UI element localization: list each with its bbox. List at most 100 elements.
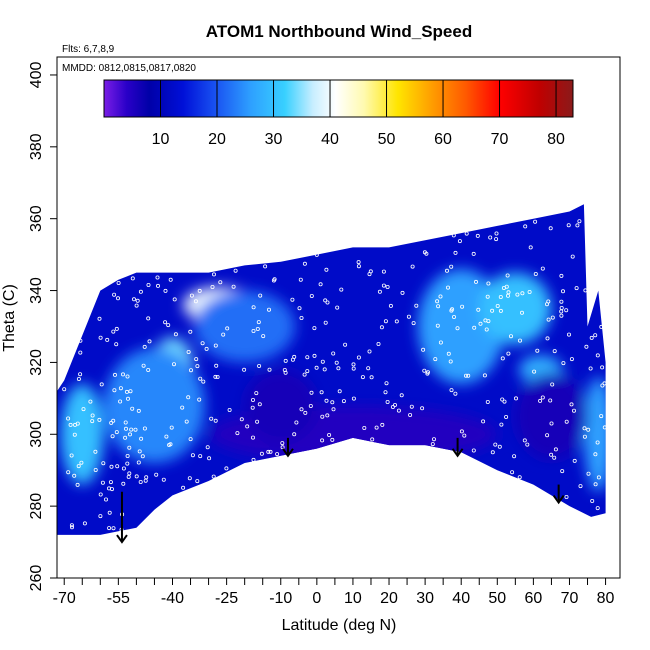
observation-point [374, 425, 379, 430]
observation-point [325, 300, 330, 305]
observation-point [420, 406, 425, 411]
observation-point [187, 476, 192, 481]
observation-point [146, 367, 151, 372]
observation-point [113, 372, 118, 377]
x-tick-label: 30 [416, 590, 434, 607]
observation-point [218, 280, 223, 285]
observation-point [134, 303, 139, 308]
observation-point [231, 284, 236, 289]
observation-point [356, 355, 361, 360]
observation-point [114, 430, 119, 435]
observation-point [298, 277, 303, 282]
field-feature [479, 272, 552, 345]
observation-point [560, 469, 565, 474]
observation-point [126, 396, 131, 401]
observation-point [323, 320, 328, 325]
observation-point [518, 338, 523, 343]
observation-point [190, 453, 195, 458]
y-tick-label: 400 [28, 62, 45, 89]
observation-point [275, 452, 280, 457]
observation-point [527, 289, 532, 294]
observation-point [473, 279, 478, 284]
observation-point [109, 464, 114, 469]
observation-point [586, 471, 591, 476]
observation-point [510, 470, 515, 475]
observation-point [280, 441, 285, 446]
observation-point [602, 425, 607, 430]
observation-point [201, 379, 206, 384]
field-feature [515, 373, 588, 460]
observation-point [485, 399, 490, 404]
observation-point [482, 373, 487, 378]
observation-point [508, 334, 513, 339]
observation-point [583, 288, 588, 293]
colorbar-tick-label: 70 [491, 131, 509, 148]
observation-point [574, 286, 579, 291]
observation-point [100, 480, 105, 485]
x-tick-label: -25 [215, 590, 238, 607]
colorbar-tick-label: 80 [547, 131, 565, 148]
observation-point [267, 367, 272, 372]
observation-point [323, 298, 328, 303]
observation-point [525, 442, 530, 447]
observation-point [204, 346, 209, 351]
observation-point [173, 332, 178, 337]
observation-point [114, 326, 119, 331]
x-tick-label: 0 [312, 590, 321, 607]
observation-point [186, 349, 191, 354]
observation-point [383, 390, 388, 395]
observation-point [105, 337, 110, 342]
observation-point [337, 389, 342, 394]
observation-point [546, 317, 551, 322]
observation-point [478, 321, 483, 326]
observation-point [68, 422, 73, 427]
observation-point [566, 223, 571, 228]
observation-point [564, 308, 569, 313]
observation-point [522, 438, 527, 443]
observation-point [356, 264, 361, 269]
observation-point [93, 449, 98, 454]
observation-point [460, 304, 465, 309]
observation-point [127, 445, 132, 450]
observation-point [471, 448, 476, 453]
observation-point [459, 429, 464, 434]
observation-point [137, 449, 142, 454]
observation-point [318, 282, 323, 287]
observation-point [559, 273, 564, 278]
observation-point [589, 335, 594, 340]
field-feature [60, 383, 104, 485]
observation-point [66, 470, 71, 475]
observation-point [421, 347, 426, 352]
observation-point [233, 268, 238, 273]
observation-point [379, 325, 384, 330]
observation-point [290, 357, 295, 362]
x-tick-label: 50 [488, 590, 506, 607]
observation-point [385, 399, 390, 404]
observation-point [392, 402, 397, 407]
observation-point [472, 325, 477, 330]
observation-point [134, 474, 139, 479]
observation-point [331, 407, 336, 412]
observation-point [302, 372, 307, 377]
observation-point [188, 368, 193, 373]
observation-point [136, 460, 141, 465]
observation-point [147, 339, 152, 344]
observation-point [118, 399, 123, 404]
observation-point [78, 338, 83, 343]
observation-point [116, 280, 121, 285]
observation-point [73, 422, 78, 427]
observation-point [81, 407, 86, 412]
observation-point [261, 334, 266, 339]
observation-point [107, 510, 112, 515]
observation-point [118, 386, 123, 391]
observation-point [385, 284, 390, 289]
observation-point [381, 269, 386, 274]
y-tick-label: 340 [28, 277, 45, 304]
observation-point [138, 289, 143, 294]
observation-point [500, 397, 505, 402]
observation-point [484, 327, 489, 332]
observation-point [438, 294, 443, 299]
observation-point [409, 404, 414, 409]
observation-point [490, 308, 495, 313]
observation-point [79, 460, 84, 465]
